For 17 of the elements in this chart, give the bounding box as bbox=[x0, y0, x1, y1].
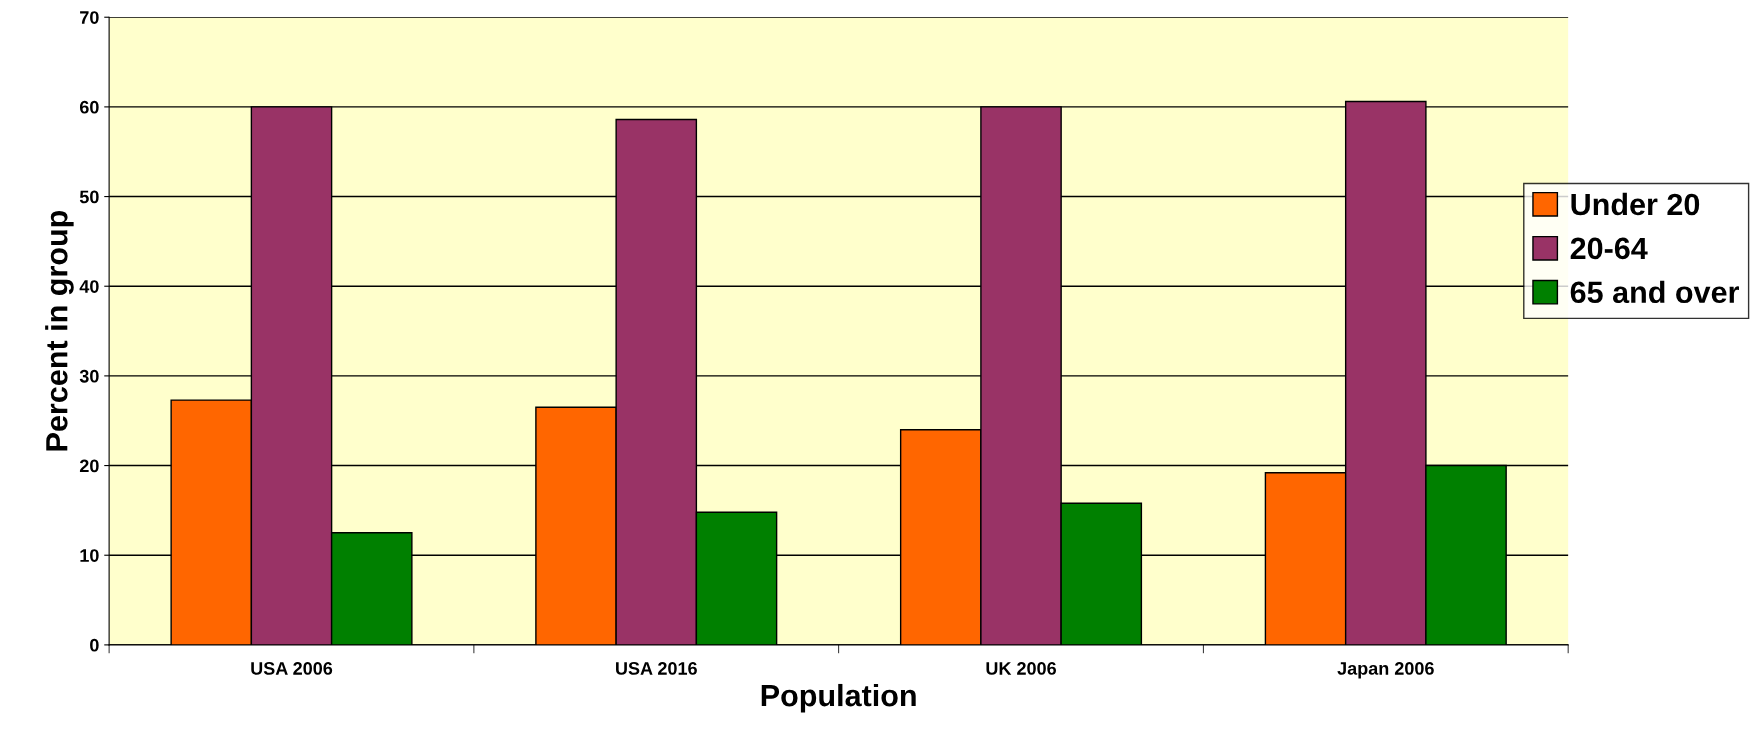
legend-label: 20-64 bbox=[1570, 237, 1648, 260]
y-tick-label: 10 bbox=[80, 549, 99, 562]
y-tick-label: 20 bbox=[79, 459, 99, 473]
x-tick-label: UK 2006 bbox=[986, 662, 1056, 675]
x-tick-label: USA 2006 bbox=[251, 662, 333, 675]
y-tick-label: 30 bbox=[79, 369, 99, 383]
y-axis-title: Percent in group bbox=[45, 210, 74, 451]
y-tick-label: 0 bbox=[90, 638, 99, 652]
y-tick-label: 40 bbox=[79, 280, 99, 293]
y-tick-label: 70 bbox=[80, 11, 99, 24]
y-tick-label: 60 bbox=[79, 100, 99, 114]
y-tick-label: 50 bbox=[79, 190, 99, 204]
x-axis-title: Population bbox=[761, 683, 916, 713]
x-tick-label: USA 2016 bbox=[616, 662, 697, 675]
legend-label: 65 and over bbox=[1570, 280, 1739, 304]
x-tick-label: Japan 2006 bbox=[1337, 662, 1434, 679]
legend-label: Under 20 bbox=[1571, 192, 1700, 216]
